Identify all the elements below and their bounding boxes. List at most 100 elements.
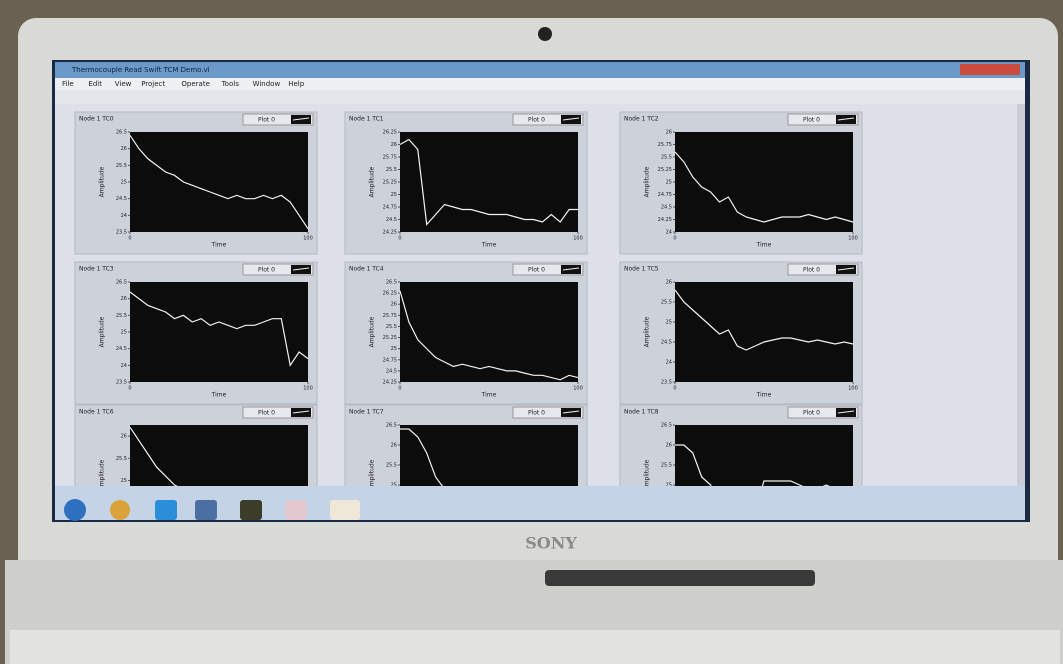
y-tick-label: 25.5 — [661, 463, 672, 469]
y-tick-label: 25.75 — [383, 155, 397, 161]
y-tick-label: 24.5 — [116, 346, 127, 352]
y-tick-label: 24 — [666, 360, 672, 366]
y-tick-label: 24 — [121, 363, 127, 369]
menu: File Edit View Project Operate Tools Window Hel… — [62, 80, 305, 88]
y-tick-label: 23.5 — [661, 380, 672, 386]
y-tick-label: 25 — [121, 330, 127, 336]
y-axis-label: Amplitude — [644, 166, 651, 197]
window-title: Thermocouple Read Swift TCM Demo.vi — [71, 66, 210, 74]
keys — [10, 630, 1060, 664]
menu-item[interactable]: File — [62, 80, 74, 88]
y-tick-label: 25 — [121, 478, 127, 484]
charts: Node 1 TC0 Plot 0 23.5 24 24.5 25 25.5 26 26.5 0 1… — [75, 112, 862, 547]
y-axis-label: Amplitude — [99, 316, 106, 347]
chart-title: Node 1 TC4 — [349, 266, 384, 273]
y-tick-label: 26 — [666, 443, 672, 449]
plot-area — [675, 132, 853, 232]
y-tick-label: 26 — [121, 296, 127, 302]
taskbar-icon[interactable] — [330, 500, 360, 520]
y-tick-label: 24.5 — [661, 205, 672, 211]
menu-item[interactable]: Help — [288, 80, 305, 88]
y-tick-label: 25.5 — [116, 456, 127, 462]
legend-label: Plot 0 — [528, 117, 545, 124]
menu-item[interactable]: Edit — [88, 80, 102, 88]
menu-item[interactable]: Window — [253, 80, 281, 88]
y-tick-label: 26 — [121, 434, 127, 440]
y-tick-label: 26.5 — [386, 280, 397, 286]
x-tick-label: 100 — [848, 386, 858, 392]
window-controls — [960, 64, 1020, 75]
page: {"window": {"title": "Thermocouple Read … — [0, 0, 1063, 664]
y-tick-label: 23.5 — [116, 380, 127, 386]
y-tick-label: 25 — [391, 192, 397, 198]
y-tick-label: 25.25 — [383, 335, 397, 341]
y-tick-label: 25.25 — [658, 167, 672, 173]
plot-area — [675, 282, 853, 382]
x-tick-label: 100 — [848, 236, 858, 242]
chart-title: Node 1 TC2 — [624, 116, 659, 123]
menu-item[interactable]: View — [115, 80, 132, 88]
y-tick-label: 25.5 — [386, 324, 397, 330]
y-tick-label: 24.75 — [383, 205, 397, 211]
x-tick-label: 0 — [673, 236, 676, 242]
scrollbar — [1017, 104, 1025, 486]
y-tick-label: 24.75 — [658, 192, 672, 198]
legend-label: Plot 0 — [258, 117, 275, 124]
y-tick-label: 26 — [666, 130, 672, 136]
plot-area — [400, 132, 578, 232]
start-button[interactable] — [64, 499, 86, 521]
chart-title: Node 1 TC3 — [79, 266, 114, 273]
menu-item[interactable]: Tools — [221, 80, 240, 88]
y-tick-label: 25.75 — [658, 142, 672, 148]
taskbar-icon[interactable] — [240, 500, 262, 520]
legend-label: Plot 0 — [258, 267, 275, 274]
y-tick-label: 24.5 — [386, 368, 397, 374]
y-tick-label: 24.5 — [116, 196, 127, 202]
y-tick-label: 26 — [666, 280, 672, 286]
chart-title: Node 1 TC0 — [79, 116, 114, 123]
menu-item[interactable]: Operate — [181, 80, 209, 88]
y-tick-label: 25 — [666, 180, 672, 186]
y-tick-label: 24 — [666, 230, 672, 236]
plot-area — [130, 282, 308, 382]
y-tick-label: 24 — [121, 213, 127, 219]
toolbar — [55, 90, 1025, 104]
taskbar-icon[interactable] — [285, 500, 307, 520]
x-axis-label: Time — [211, 392, 227, 399]
x-axis-label: Time — [481, 392, 497, 399]
y-tick-label: 25.75 — [383, 313, 397, 319]
x-tick-label: 0 — [398, 236, 401, 242]
taskbar-icon[interactable] — [195, 500, 217, 520]
y-tick-label: 26.5 — [116, 280, 127, 286]
y-tick-label: 26.5 — [116, 130, 127, 136]
y-tick-label: 25.5 — [116, 313, 127, 319]
legend-label: Plot 0 — [803, 117, 820, 124]
x-tick-label: 0 — [398, 386, 401, 392]
y-tick-label: 25.5 — [116, 163, 127, 169]
y-tick-label: 24.5 — [386, 217, 397, 223]
y-tick-label: 25.5 — [661, 155, 672, 161]
y-tick-label: 25.25 — [383, 180, 397, 186]
y-axis-label: Amplitude — [369, 316, 376, 347]
chart-title: Node 1 TC1 — [349, 116, 384, 123]
chart-title: Node 1 TC5 — [624, 266, 659, 273]
y-tick-label: 25 — [121, 180, 127, 186]
y-tick-label: 25.5 — [661, 300, 672, 306]
x-axis-label: Time — [481, 242, 497, 249]
webcam — [538, 27, 552, 41]
x-tick-label: 0 — [128, 386, 131, 392]
y-tick-label: 26.5 — [386, 423, 397, 429]
x-tick-label: 100 — [573, 236, 583, 242]
menu-item[interactable]: Project — [141, 80, 165, 88]
y-tick-label: 24.5 — [661, 340, 672, 346]
x-axis-label: Time — [211, 242, 227, 249]
y-tick-label: 26 — [391, 443, 397, 449]
y-tick-label: 24.25 — [383, 380, 397, 386]
y-tick-label: 25.5 — [386, 463, 397, 469]
y-axis-label: Amplitude — [369, 459, 376, 490]
chart-title: Node 1 TC8 — [624, 409, 659, 416]
plot-area — [130, 132, 308, 232]
taskbar-icon[interactable] — [155, 500, 177, 520]
taskbar-icon[interactable] — [110, 500, 130, 520]
y-axis-label: Amplitude — [644, 316, 651, 347]
